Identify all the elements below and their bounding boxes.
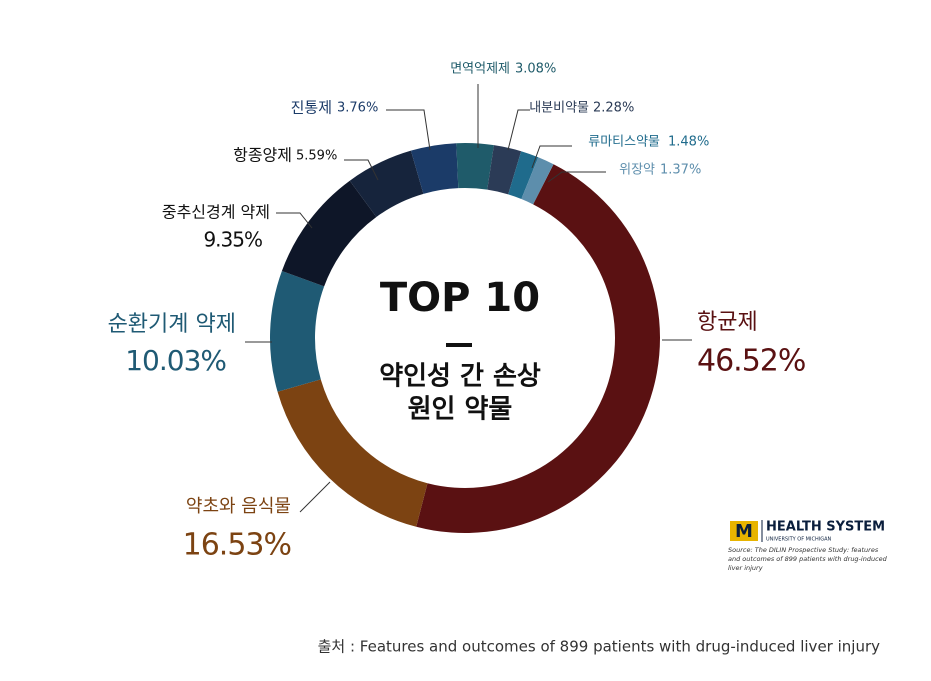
category-label: 내분비약물 (529, 101, 589, 116)
category-label: 항균제 (697, 310, 758, 335)
donut-segment (277, 379, 428, 527)
value-label: 1.37% (660, 163, 701, 178)
logo-source-box: Source: The DILIN Prospective Study: fea… (728, 546, 887, 572)
donut-segment (270, 270, 325, 392)
center-subtitle: 약인성 간 손상 (379, 362, 541, 392)
center-divider (446, 343, 472, 347)
leader-line (344, 159, 379, 181)
logo-name: HEALTH SYSTEM (766, 520, 885, 535)
donut-segment (349, 150, 424, 217)
donut-segment (416, 164, 661, 534)
leader-line (547, 171, 606, 183)
leader-line (386, 109, 431, 151)
donut-segment (508, 151, 539, 199)
category-label: 류마티스약물 (588, 135, 660, 150)
center-subtitle: 원인 약물 (408, 395, 513, 425)
donut-segment (410, 143, 459, 194)
donut-segment (281, 180, 377, 287)
center-title: TOP 10 (380, 275, 540, 321)
value-label: 9.35% (203, 228, 262, 252)
value-label: 2.28% (593, 101, 634, 116)
leader-line (276, 212, 313, 229)
leader-line (531, 145, 572, 169)
category-label: 항종양제 (233, 146, 292, 165)
category-label: 위장약 (619, 163, 655, 178)
leader-line (507, 109, 530, 151)
footer: 출처 : Features and outcomes of 899 patien… (318, 638, 881, 656)
category-label: 약초와 음식물 (186, 496, 291, 517)
donut-segment (487, 145, 522, 195)
logo-box (730, 521, 758, 541)
value-label: 3.08% (515, 62, 556, 77)
donut-segment (521, 157, 554, 205)
value-label: 3.76% (337, 101, 378, 116)
donut-segment (456, 143, 494, 190)
value-label: 5.59% (296, 149, 337, 164)
value-label: 46.52% (697, 344, 805, 379)
category-label: 중추신경계 약제 (162, 203, 270, 222)
leader-line (299, 481, 331, 513)
value-label: 1.48% (668, 135, 709, 150)
category-label: 면역억제제 (450, 62, 510, 77)
logo-mark: M (735, 521, 753, 542)
value-label: 10.03% (125, 344, 226, 377)
category-label: 순환기계 약제 (108, 312, 236, 337)
logo-sub: UNIVERSITY OF MICHIGAN (766, 537, 831, 543)
category-label: 진통제 (291, 99, 332, 117)
logo-source: Source: The DILIN Prospective Study: fea… (728, 546, 887, 572)
value-label: 16.53% (183, 528, 291, 563)
